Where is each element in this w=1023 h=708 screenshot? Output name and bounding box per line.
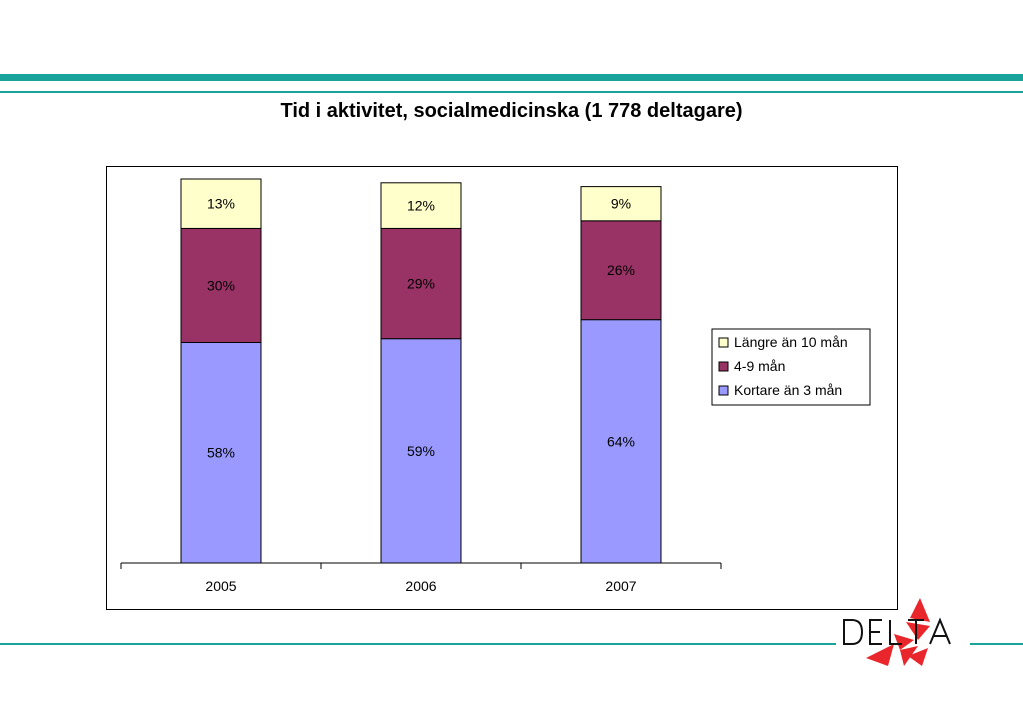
stacked-bar-chart: 58%30%13%59%29%12%64%26%9% 2005 2006 2007 …	[120, 178, 871, 594]
bar-2007-series-2	[580, 186, 662, 222]
data-label-2005-series-2: 13%	[207, 196, 235, 212]
x-tick-label-2007: 2007	[605, 578, 636, 594]
bar-2007-series-1	[580, 220, 662, 321]
bottom-rule	[0, 643, 1023, 645]
x-axis: 2005 2006 2007	[120, 562, 722, 594]
legend: Längre än 10 mån 4-9 mån Kortare än 3 mån	[711, 328, 871, 406]
data-label-2007-series-2: 9%	[611, 196, 631, 212]
legend-swatch-1	[718, 361, 729, 372]
x-tick-label-2005: 2005	[205, 578, 236, 594]
top-rule-thin	[0, 91, 1023, 93]
legend-swatch-2	[718, 385, 729, 396]
bar-2006-series-1	[380, 227, 462, 340]
legend-swatch-0	[718, 337, 729, 348]
delta-logo	[843, 598, 951, 666]
chart-title: Tid i aktivitet, socialmedicinska (1 778…	[280, 100, 743, 122]
data-label-2007-series-1: 26%	[607, 262, 635, 278]
data-labels-layer: 58% 30% 13% 59% 29% 12% 64% 26% 9%	[207, 196, 635, 461]
bar-2006-series-2	[380, 182, 462, 229]
data-label-2007-series-0: 64%	[607, 433, 635, 449]
bar-2005-series-1	[180, 227, 262, 343]
legend-label-2: Kortare än 3 mån	[734, 382, 842, 398]
bars-layer	[180, 178, 662, 564]
legend-label-0: Längre än 10 mån	[734, 334, 848, 350]
delta-logo-wordmark	[843, 617, 951, 645]
legend-label-1: 4-9 mån	[734, 358, 785, 374]
delta-logo-mark	[866, 598, 930, 666]
top-rule-thick	[0, 74, 1023, 81]
x-tick-label-2006: 2006	[405, 578, 436, 594]
data-label-2005-series-0: 58%	[207, 445, 235, 461]
bar-2006-series-0	[380, 338, 462, 564]
legend-box	[711, 328, 871, 406]
data-label-2006-series-1: 29%	[407, 276, 435, 292]
bar-2005-series-2	[180, 178, 262, 229]
data-label-2006-series-0: 59%	[407, 443, 435, 459]
data-label-2006-series-2: 12%	[407, 198, 435, 214]
chart-frame: 58% 30% 13% 59% 29% 12% 64% 26% 9% 2005 2006 2007 …	[106, 166, 898, 610]
bar-2005-series-0	[180, 341, 262, 564]
data-label-2005-series-1: 30%	[207, 277, 235, 293]
